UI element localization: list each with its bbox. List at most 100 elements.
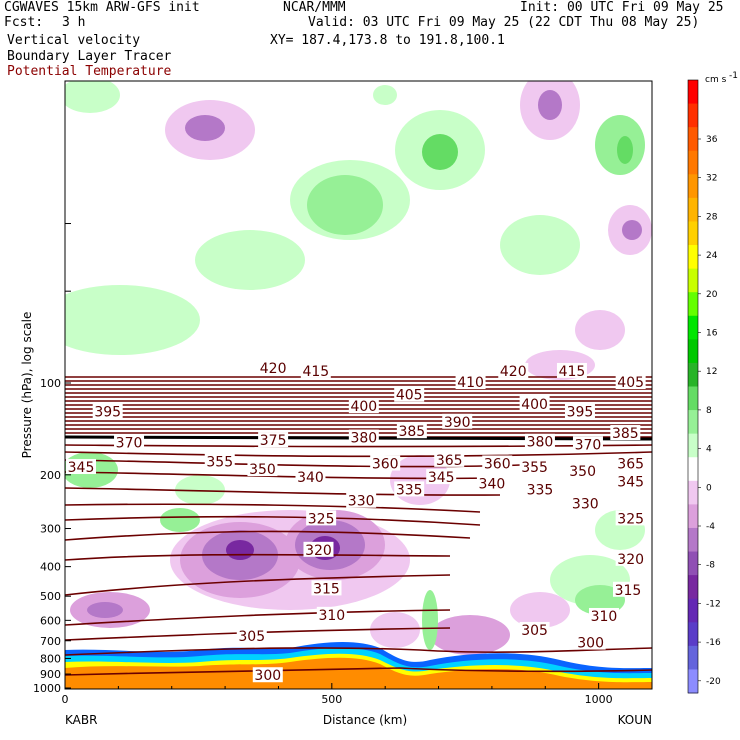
theta-contour-line — [65, 415, 652, 419]
theta-label: 360 — [372, 456, 399, 472]
colorbar-swatch — [688, 480, 698, 505]
theta-label: 345 — [68, 460, 95, 476]
theta-label-bg — [394, 386, 425, 402]
theta-label-bg — [572, 436, 603, 452]
theta-label: 355 — [206, 454, 233, 470]
colorbar-swatch — [688, 221, 698, 246]
theta-label-bg — [306, 510, 337, 526]
theta-label-bg — [348, 398, 379, 414]
colorbar-swatch — [688, 457, 698, 482]
colorbar-swatch — [688, 174, 698, 199]
theta-contour-line — [65, 427, 652, 431]
theta-label-bg — [519, 459, 550, 475]
theta-contour-line — [65, 647, 652, 656]
theta-contour-line — [65, 423, 652, 427]
colorbar-swatch — [688, 292, 698, 317]
y-tick-label: 700 — [40, 635, 61, 648]
theta-label-bg — [434, 451, 465, 467]
y-tick-label: 300 — [40, 523, 61, 536]
theta-label: 415 — [559, 364, 586, 380]
theta-label-bg — [258, 360, 289, 376]
theta-label: 310 — [318, 608, 345, 624]
theta-label-bg — [396, 423, 427, 439]
colorbar-swatch — [688, 575, 698, 600]
theta-label-bg — [615, 510, 646, 526]
colorbar-label: 4 — [706, 445, 712, 455]
theta-label: 400 — [350, 399, 377, 415]
theta-label-bg — [615, 455, 646, 471]
theta-label: 360 — [484, 456, 511, 472]
theta-label: 415 — [302, 364, 329, 380]
theta-contour-line — [65, 383, 652, 387]
colorbar-frame — [687, 79, 699, 694]
theta-label: 350 — [249, 462, 276, 478]
fcst-value: 3 h — [62, 15, 86, 30]
theta-contour-line — [65, 487, 501, 496]
colorbar-label: 0 — [706, 483, 712, 493]
colorbar-label: -20 — [706, 677, 721, 687]
colorbar-unit: cm s — [705, 75, 727, 85]
colorbar-swatch — [688, 527, 698, 553]
theta-label-bg — [316, 606, 347, 622]
colorbar-label: 28 — [706, 212, 718, 222]
theta-label: 395 — [567, 405, 594, 421]
theta-contour-line — [65, 395, 652, 399]
colorbar-label: 16 — [706, 329, 718, 339]
theta-label-bg — [252, 667, 283, 683]
theta-contour-line — [65, 667, 652, 676]
colorbar-swatch — [688, 150, 698, 175]
theta-label: 410 — [457, 375, 484, 391]
colorbar-label: 32 — [706, 174, 717, 184]
theta-contour-line — [65, 419, 652, 423]
theta-label: 420 — [260, 361, 287, 377]
theta-label: 380 — [350, 430, 377, 446]
theta-label: 345 — [428, 470, 455, 486]
init-time: Init: 00 UTC Fri 09 May 25 — [520, 0, 724, 15]
theta-label: 385 — [398, 424, 425, 440]
x-tick-label: 1000 — [585, 693, 613, 706]
theta-label-bg — [236, 627, 267, 643]
theta-label-bg — [570, 495, 601, 511]
colorbar-swatch — [688, 268, 698, 293]
theta-label-bg — [442, 413, 473, 429]
theta-label: 365 — [617, 456, 644, 472]
theta-contour-line — [65, 503, 481, 513]
theta-label: 300 — [577, 636, 604, 652]
y-tick-label: 1000 — [33, 682, 61, 695]
theta-label: 375 — [260, 433, 287, 449]
colorbar-swatch — [688, 433, 698, 458]
right-endpoint: KOUN — [618, 713, 652, 727]
theta-label: 390 — [444, 415, 471, 431]
field-vertical-velocity: Vertical velocity — [7, 33, 141, 48]
y-tick-label: 800 — [40, 652, 61, 665]
theta-label: 340 — [479, 476, 506, 492]
theta-contour-line — [65, 574, 451, 596]
colorbar-swatch — [688, 504, 698, 529]
y-tick-label: 500 — [40, 590, 61, 603]
theta-label: 405 — [396, 388, 423, 404]
theta-label-bg — [615, 473, 646, 489]
theta-label: 320 — [617, 552, 644, 568]
theta-label: 395 — [94, 405, 121, 421]
theta-label: 370 — [116, 436, 143, 452]
theta-label: 320 — [305, 543, 332, 559]
left-endpoint: KABR — [65, 713, 97, 727]
colorbar-swatch — [688, 622, 698, 647]
colorbar-label: 24 — [706, 251, 718, 261]
theta-label-bg — [348, 429, 379, 445]
x-tick-label: 0 — [62, 693, 69, 706]
theta-contour-line — [65, 553, 451, 561]
theta-label-bg — [610, 425, 641, 441]
theta-label: 310 — [591, 609, 618, 625]
colorbar-swatch — [688, 127, 698, 152]
theta-contour-line — [65, 609, 451, 626]
theta-contour-labels: 420 415 405 410 420 415 405 395 400 400 395 390 385 3… — [66, 360, 646, 684]
velocity-shading-lower — [65, 452, 645, 655]
x-tick-label: 500 — [321, 693, 342, 706]
colorbar-swatch — [688, 410, 698, 435]
theta-contour-line — [65, 451, 652, 458]
theta-contour-line — [65, 411, 652, 415]
theta-label-bg — [498, 362, 529, 378]
xy-coords: XY= 187.4,173.8 to 191.8,100.1 — [270, 33, 505, 48]
